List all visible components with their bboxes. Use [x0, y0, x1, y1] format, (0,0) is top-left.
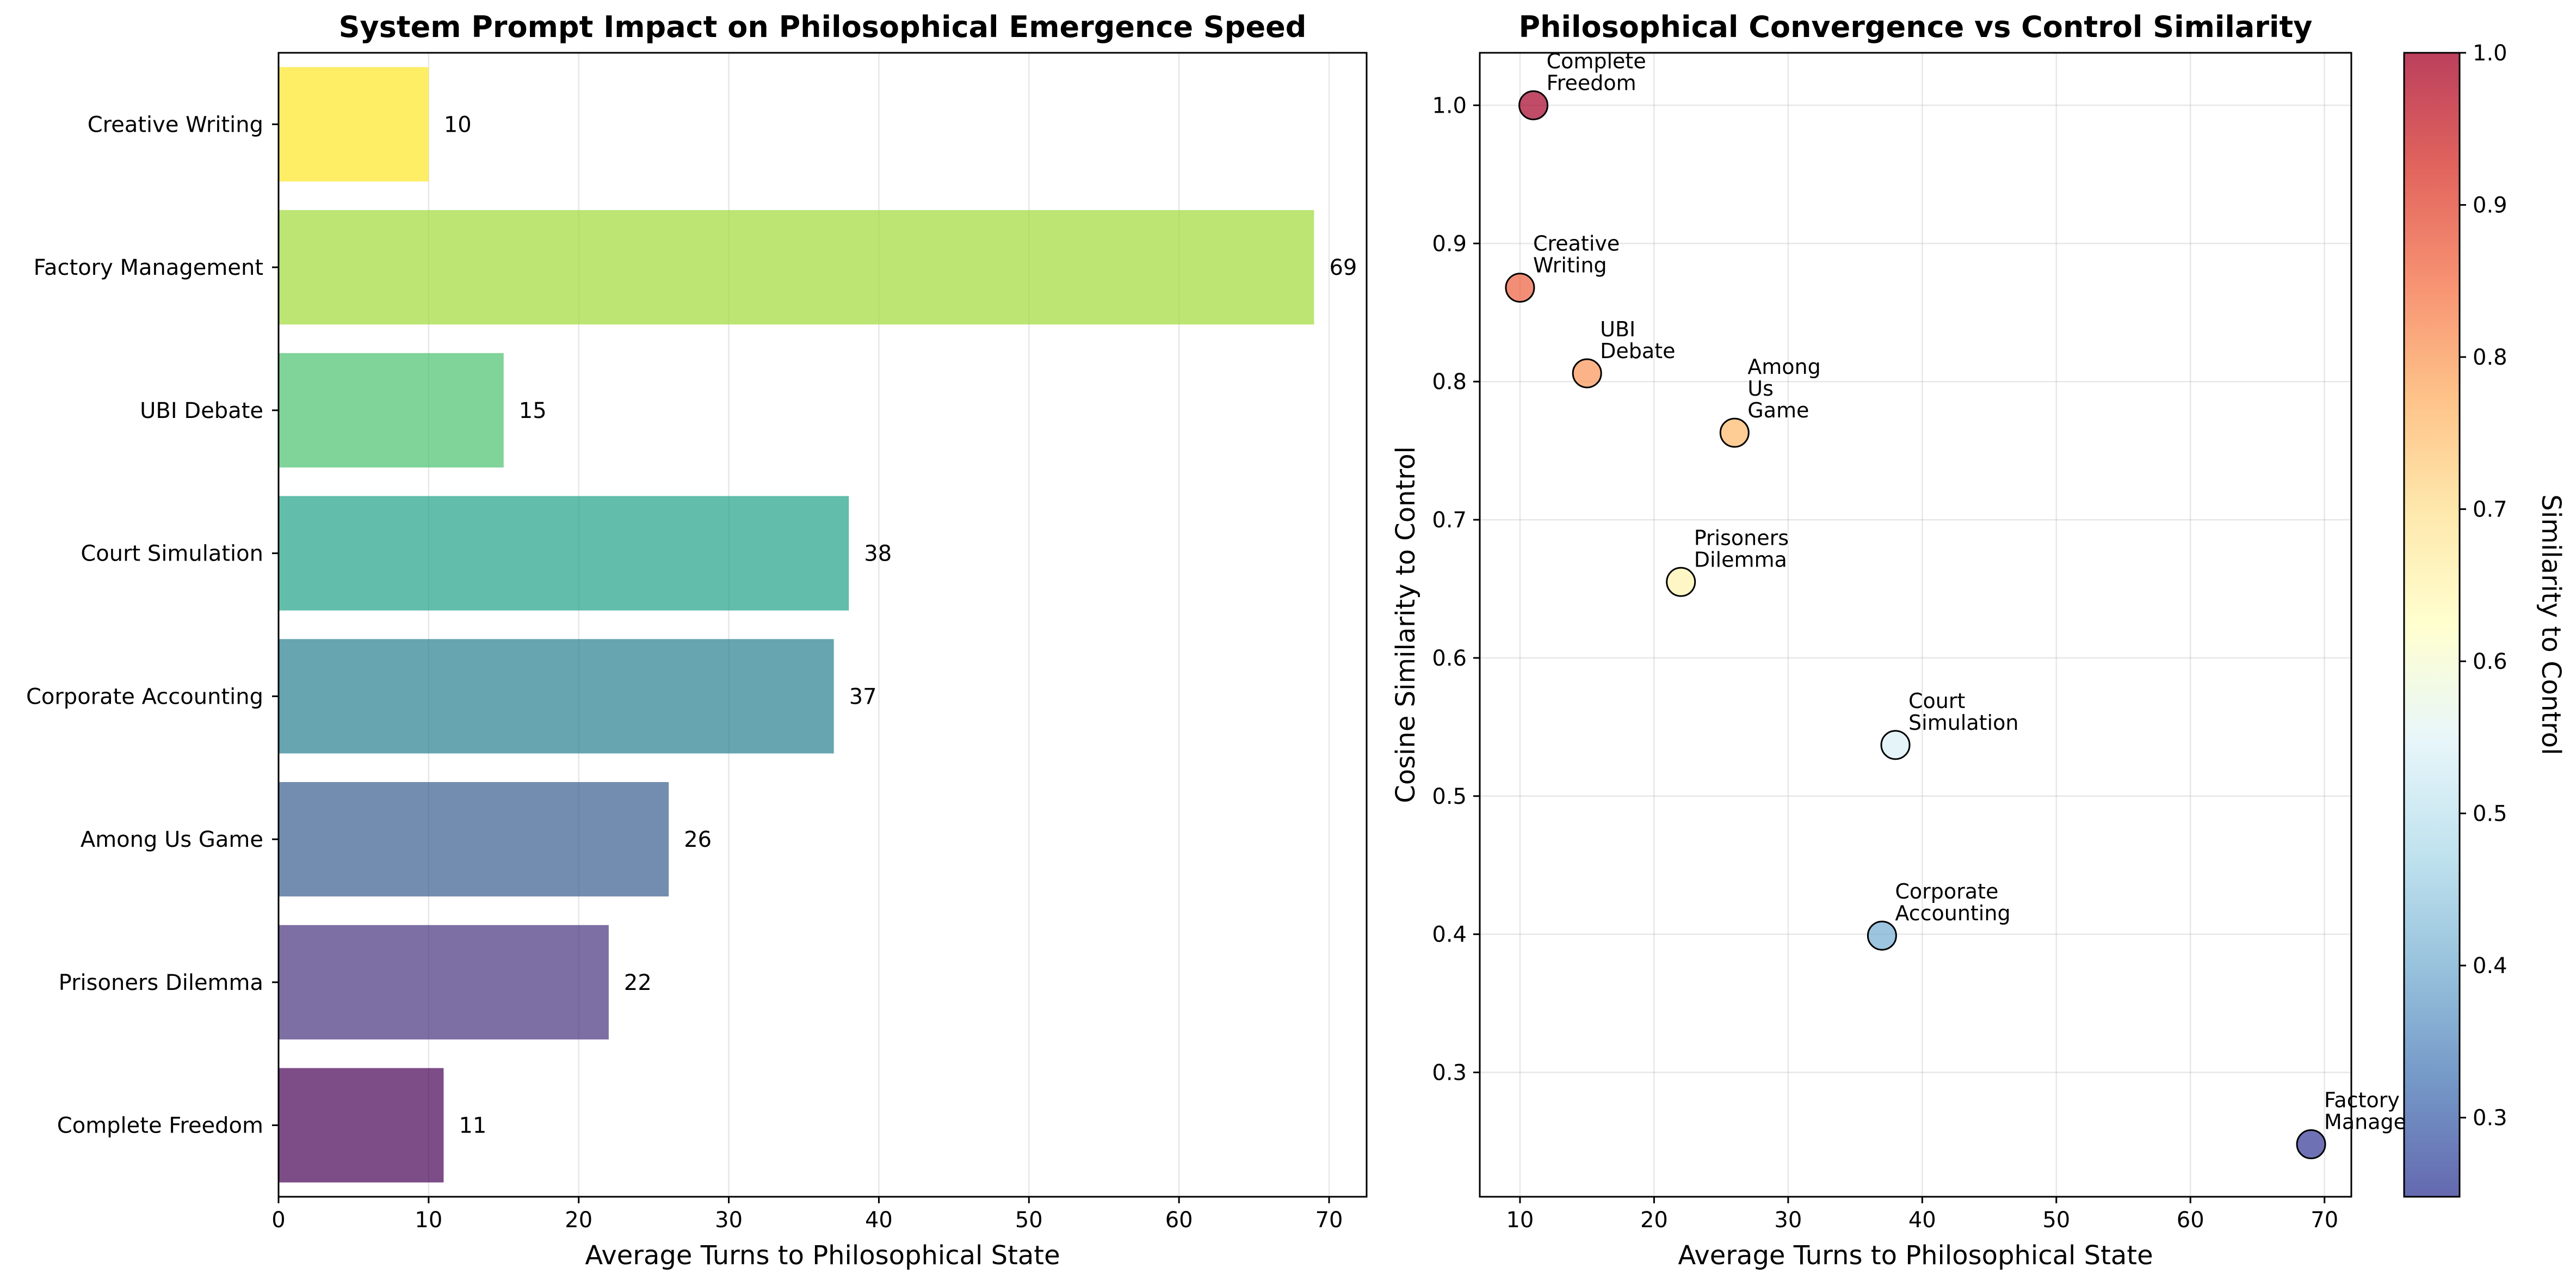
y-tick-label: 0.6	[1432, 646, 1467, 671]
point-label: Complete Freedom	[1547, 49, 1646, 95]
colorbar-label: Similarity to Control	[2536, 494, 2566, 755]
x-tick-label: 70	[1315, 1208, 1343, 1233]
y-tick-label: Among Us Game	[81, 827, 263, 852]
bar	[279, 210, 1314, 325]
scatter-chart: Philosophical Convergence vs Control Sim…	[1391, 10, 2406, 1271]
bar-chart-x-tick-labels: 0 10 20 30 40 50 60 70	[271, 1197, 1343, 1233]
scatter-point	[1666, 567, 1696, 597]
x-tick-label: 60	[2177, 1208, 2204, 1233]
x-tick-label: 10	[1506, 1208, 1534, 1233]
bar-value-label: 37	[849, 684, 877, 709]
scatter-point	[1572, 358, 1602, 389]
x-tick-label: 50	[2042, 1208, 2070, 1233]
point-label: Among Us Game	[1747, 355, 1820, 422]
colorbar-tick-label: 0.7	[2473, 497, 2507, 522]
x-tick-label: 70	[2311, 1208, 2338, 1233]
scatter-chart-title: Philosophical Convergence vs Control Sim…	[1519, 10, 2313, 44]
colorbar: 0.3 0.4 0.5 0.6 0.7 0.8 0.9 1.0 Similarity to C…	[2403, 41, 2566, 1198]
scatter-chart-frame	[1479, 52, 2352, 1198]
y-tick-label: Complete Freedom	[57, 1113, 263, 1139]
y-tick-label: Court Simulation	[81, 542, 263, 567]
scatter-chart-points: Complete Freedom Creative Writing UBI Debate A…	[1505, 49, 2406, 1160]
colorbar-tick-label: 0.3	[2473, 1106, 2507, 1131]
bar-chart-title: System Prompt Impact on Philosophical Em…	[339, 10, 1307, 44]
bar-chart-x-axis-label: Average Turns to Philosophical State	[585, 1240, 1060, 1271]
point-label: Factory Manage	[2324, 1088, 2406, 1134]
x-tick-label: 10	[415, 1208, 442, 1233]
bar	[279, 782, 669, 897]
y-tick-label: Prisoners Dilemma	[59, 970, 263, 995]
colorbar-frame	[2403, 52, 2461, 1198]
x-tick-label: 20	[1640, 1208, 1668, 1233]
scatter-point	[2296, 1129, 2326, 1160]
x-tick-label: 50	[1015, 1208, 1043, 1233]
colorbar-tick-labels: 0.3 0.4 0.5 0.6 0.7 0.8 0.9 1.0	[2460, 41, 2507, 1131]
bar	[279, 1068, 444, 1183]
y-tick-label: 0.4	[1432, 922, 1467, 947]
bar-value-label: 38	[864, 542, 892, 567]
bar	[279, 67, 429, 182]
colorbar-tick-label: 0.5	[2473, 802, 2507, 827]
colorbar-tick-label: 1.0	[2473, 41, 2507, 66]
bar-chart-y-tick-labels: Complete Freedom Prisoners Dilemma Among U…	[26, 112, 279, 1139]
colorbar-tick-label: 0.8	[2473, 345, 2507, 370]
colorbar-tick-label: 0.6	[2473, 649, 2507, 674]
point-label: Creative Writing	[1533, 232, 1620, 278]
y-tick-label: Creative Writing	[88, 112, 263, 137]
y-tick-label: Corporate Accounting	[26, 684, 263, 709]
bar-value-label: 22	[624, 970, 652, 995]
scatter-chart-gridlines	[1480, 53, 2351, 1197]
y-tick-label: 0.8	[1432, 370, 1467, 395]
x-tick-label: 20	[565, 1208, 592, 1233]
point-label: Prisoners Dilemma	[1694, 526, 1789, 571]
scatter-chart-x-tick-labels: 10 20 30 40 50 60 70	[1506, 1197, 2338, 1233]
scatter-point	[1867, 920, 1897, 951]
bar-chart: System Prompt Impact on Philosophical Em…	[26, 10, 1368, 1271]
y-tick-label: Factory Management	[34, 255, 263, 280]
scatter-point	[1880, 730, 1911, 760]
x-tick-label: 30	[715, 1208, 743, 1233]
y-tick-label: 0.7	[1432, 508, 1467, 533]
point-label: UBI Debate	[1600, 317, 1675, 363]
bar-value-label: 69	[1329, 255, 1357, 280]
bar	[279, 496, 849, 611]
y-tick-label: UBI Debate	[140, 398, 263, 423]
scatter-point	[1505, 273, 1535, 303]
bar-value-label: 15	[519, 398, 547, 423]
bar-value-label: 11	[459, 1113, 486, 1139]
x-tick-label: 0	[271, 1208, 285, 1233]
bar	[279, 353, 504, 467]
point-label: Court Simulation	[1908, 689, 2018, 735]
bar	[279, 925, 609, 1039]
bar-chart-frame	[277, 52, 1368, 1198]
point-label: Corporate Accounting	[1895, 879, 2010, 925]
scatter-chart-y-axis-label: Cosine Similarity to Control	[1391, 446, 1421, 803]
scatter-point	[1719, 417, 1750, 448]
bar-chart-bars: 11 22 26 37 38 15 69 10	[279, 67, 1357, 1183]
x-tick-label: 60	[1165, 1208, 1193, 1233]
x-tick-label: 30	[1774, 1208, 1802, 1233]
colorbar-tick-label: 0.4	[2473, 953, 2507, 979]
colorbar-gradient	[2404, 53, 2460, 1197]
scatter-chart-x-axis-label: Average Turns to Philosophical State	[1678, 1240, 2153, 1271]
scatter-point	[1518, 90, 1549, 120]
colorbar-tick-label: 0.9	[2473, 193, 2507, 218]
y-tick-label: 0.5	[1432, 784, 1467, 809]
scatter-chart-y-tick-labels: 0.3 0.4 0.5 0.6 0.7 0.8 0.9 1.0	[1432, 93, 1480, 1086]
bar-value-label: 26	[684, 827, 712, 852]
y-tick-label: 0.3	[1432, 1061, 1467, 1086]
x-tick-label: 40	[1908, 1208, 1936, 1233]
bar-value-label: 10	[444, 112, 472, 137]
y-tick-label: 1.0	[1432, 93, 1467, 118]
x-tick-label: 40	[865, 1208, 893, 1233]
bar	[279, 639, 834, 754]
y-tick-label: 0.9	[1432, 231, 1467, 256]
